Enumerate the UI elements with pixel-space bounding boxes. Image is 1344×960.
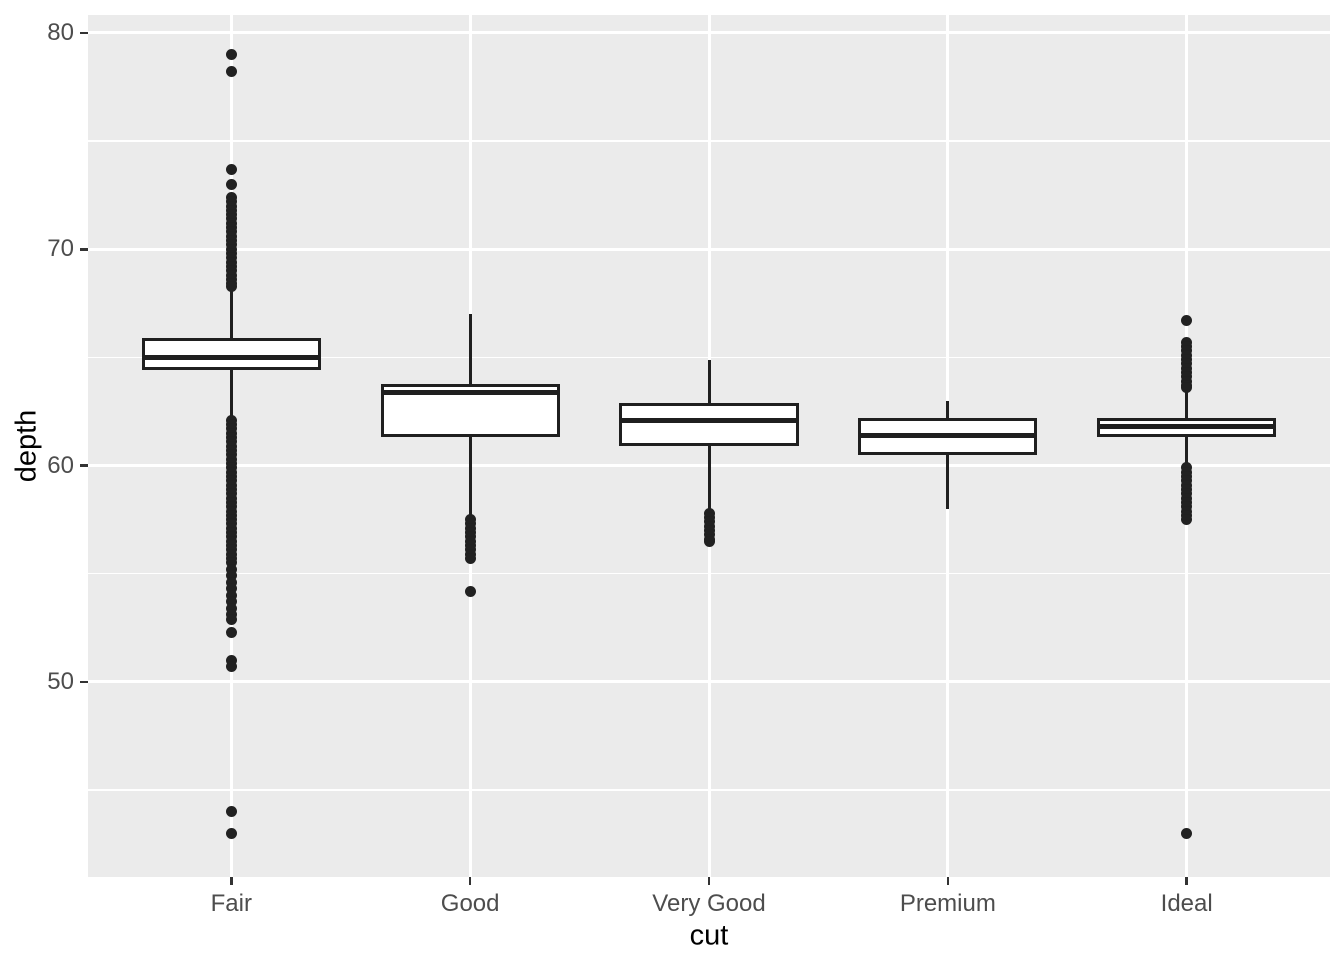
median-line-ideal [1097, 424, 1277, 430]
outlier-point-fair [225, 280, 237, 292]
outlier-point-fair [225, 654, 237, 666]
outlier-point-ideal [1181, 382, 1193, 394]
outlier-point-fair [225, 596, 237, 608]
outlier-point-fair [225, 626, 237, 638]
x-axis-title: cut [689, 919, 729, 952]
outlier-point-fair [225, 827, 237, 839]
x-tick-label-good: Good [440, 890, 500, 917]
median-line-very-good [619, 417, 799, 423]
median-line-good [380, 389, 560, 395]
whisker-upper-ideal [1185, 392, 1189, 418]
outlier-point-fair [225, 589, 237, 601]
y-tick-mark [80, 31, 88, 35]
x-tick-mark [946, 877, 950, 885]
outlier-point-fair [225, 613, 237, 625]
y-tick-mark [80, 464, 88, 467]
x-tick-mark [230, 877, 233, 885]
outlier-point-ideal [1181, 315, 1193, 327]
x-tick-label-very-good: Very Good [652, 890, 766, 917]
outlier-point-good [464, 585, 476, 597]
outlier-point-fair [225, 563, 237, 575]
plot-panel [88, 15, 1330, 877]
x-tick-label-fair: Fair [210, 890, 252, 917]
outlier-point-fair [225, 178, 237, 190]
whisker-lower-premium [946, 454, 950, 509]
outlier-point-fair [225, 49, 237, 61]
box-very-good [619, 402, 799, 447]
outlier-point-fair [225, 66, 237, 78]
whisker-upper-very-good [707, 359, 711, 403]
outlier-point-fair [225, 583, 237, 595]
outlier-point-fair [225, 661, 237, 673]
y-tick-label-70: 70 [47, 235, 74, 263]
y-tick-label-60: 60 [47, 451, 74, 479]
whisker-upper-premium [946, 400, 950, 418]
x-tick-mark [1185, 877, 1188, 885]
outlier-point-fair [225, 570, 237, 582]
y-tick-mark [80, 680, 88, 684]
y-tick-mark [80, 248, 88, 251]
x-tick-label-ideal: Ideal [1160, 890, 1213, 917]
whisker-lower-ideal [1185, 437, 1189, 466]
x-tick-mark [468, 877, 472, 885]
median-line-fair [141, 354, 321, 360]
median-line-premium [858, 432, 1038, 438]
outlier-point-fair [225, 806, 237, 818]
outlier-point-ideal [1181, 827, 1193, 839]
whisker-upper-fair [229, 288, 233, 338]
outlier-point-good [464, 553, 476, 565]
x-tick-mark [707, 877, 711, 885]
box-fair [141, 337, 321, 371]
y-tick-label-50: 50 [47, 667, 74, 695]
outlier-point-fair [225, 576, 237, 588]
whisker-lower-very-good [707, 446, 711, 511]
outlier-point-fair [225, 557, 237, 569]
outlier-point-fair [225, 163, 237, 175]
y-tick-label-80: 80 [47, 18, 74, 46]
whisker-upper-good [468, 314, 472, 385]
outlier-point-fair [225, 602, 237, 614]
whisker-lower-good [468, 437, 472, 518]
x-tick-label-premium: Premium [899, 890, 996, 917]
outlier-point-ideal [1181, 514, 1193, 526]
outlier-point-very-good [703, 535, 715, 547]
whisker-lower-fair [229, 370, 233, 416]
